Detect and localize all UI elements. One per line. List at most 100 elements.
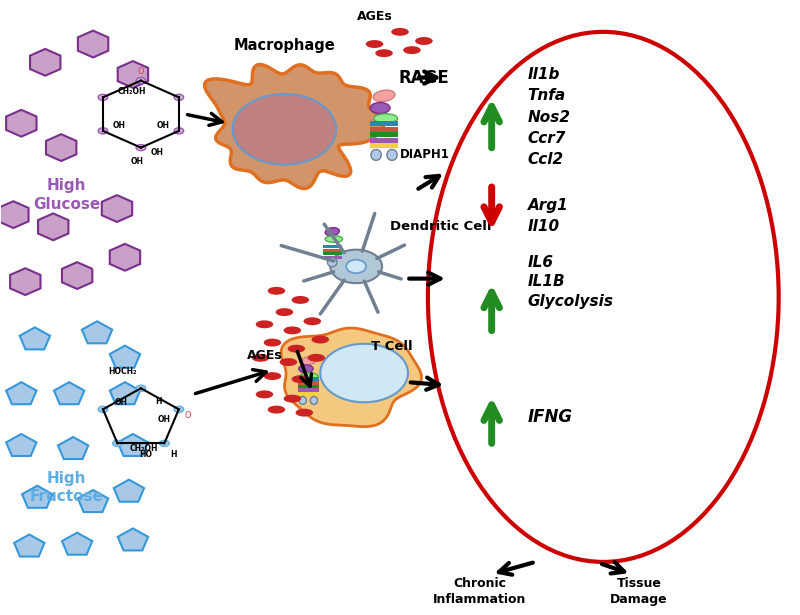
Bar bbox=[298, 378, 318, 381]
Text: HOCH₂: HOCH₂ bbox=[109, 367, 137, 376]
Ellipse shape bbox=[311, 336, 329, 344]
Polygon shape bbox=[54, 382, 84, 404]
Polygon shape bbox=[46, 134, 76, 161]
Ellipse shape bbox=[256, 320, 274, 328]
Text: Tnfa: Tnfa bbox=[527, 89, 566, 103]
Ellipse shape bbox=[280, 358, 297, 366]
Ellipse shape bbox=[371, 149, 382, 161]
Ellipse shape bbox=[325, 236, 342, 242]
Ellipse shape bbox=[284, 327, 301, 335]
Bar bbox=[298, 381, 318, 384]
Polygon shape bbox=[114, 480, 144, 502]
Ellipse shape bbox=[98, 128, 108, 134]
Polygon shape bbox=[118, 528, 148, 550]
Text: OH: OH bbox=[115, 397, 128, 407]
Text: OH: OH bbox=[150, 148, 163, 157]
Polygon shape bbox=[38, 213, 68, 240]
Ellipse shape bbox=[291, 375, 309, 383]
Bar bbox=[322, 248, 342, 252]
Ellipse shape bbox=[325, 228, 339, 236]
Polygon shape bbox=[233, 94, 336, 165]
Polygon shape bbox=[320, 344, 408, 402]
Ellipse shape bbox=[387, 149, 398, 161]
Ellipse shape bbox=[415, 37, 433, 45]
Text: H: H bbox=[170, 450, 178, 459]
Polygon shape bbox=[82, 321, 112, 343]
Ellipse shape bbox=[136, 77, 146, 84]
Text: Ccr7: Ccr7 bbox=[527, 131, 566, 146]
Text: IL6: IL6 bbox=[527, 255, 554, 269]
Text: Ccl2: Ccl2 bbox=[527, 153, 564, 167]
Ellipse shape bbox=[174, 94, 184, 100]
Ellipse shape bbox=[366, 40, 383, 48]
Text: High
Glucose: High Glucose bbox=[33, 178, 100, 212]
Ellipse shape bbox=[301, 357, 316, 365]
Ellipse shape bbox=[299, 397, 306, 405]
Ellipse shape bbox=[252, 354, 270, 362]
Text: OH: OH bbox=[112, 122, 126, 130]
Text: CH₂OH: CH₂OH bbox=[118, 87, 146, 96]
Polygon shape bbox=[78, 490, 108, 512]
Polygon shape bbox=[78, 31, 108, 57]
Polygon shape bbox=[110, 382, 140, 404]
Ellipse shape bbox=[403, 46, 421, 54]
Polygon shape bbox=[0, 201, 29, 228]
Ellipse shape bbox=[391, 28, 409, 36]
Text: Tissue
Damage: Tissue Damage bbox=[610, 577, 668, 606]
Bar bbox=[370, 132, 398, 137]
Polygon shape bbox=[110, 244, 140, 271]
Text: Macrophage: Macrophage bbox=[234, 38, 335, 53]
Polygon shape bbox=[205, 65, 384, 189]
Ellipse shape bbox=[307, 354, 325, 362]
Polygon shape bbox=[62, 533, 92, 555]
Bar bbox=[322, 256, 342, 259]
Ellipse shape bbox=[374, 114, 398, 123]
Ellipse shape bbox=[264, 372, 282, 380]
Bar bbox=[370, 127, 398, 132]
Ellipse shape bbox=[284, 395, 301, 403]
Text: IL1B: IL1B bbox=[527, 274, 565, 289]
Bar bbox=[298, 388, 318, 392]
Ellipse shape bbox=[330, 250, 382, 283]
Ellipse shape bbox=[174, 407, 183, 413]
Polygon shape bbox=[14, 534, 45, 557]
Ellipse shape bbox=[113, 440, 122, 446]
Ellipse shape bbox=[268, 287, 285, 295]
Text: Il1b: Il1b bbox=[527, 67, 560, 82]
Polygon shape bbox=[22, 486, 53, 508]
Text: DIAPH1: DIAPH1 bbox=[400, 148, 450, 161]
Ellipse shape bbox=[298, 365, 313, 373]
Bar bbox=[322, 245, 342, 248]
Text: OH: OH bbox=[157, 122, 170, 130]
Ellipse shape bbox=[300, 373, 318, 379]
Bar bbox=[298, 392, 318, 395]
Text: Glycolysis: Glycolysis bbox=[527, 293, 614, 309]
Ellipse shape bbox=[136, 385, 146, 391]
Polygon shape bbox=[118, 434, 148, 456]
Polygon shape bbox=[20, 327, 50, 349]
Ellipse shape bbox=[310, 397, 318, 405]
Text: IFNG: IFNG bbox=[527, 408, 573, 426]
Ellipse shape bbox=[375, 49, 393, 57]
Polygon shape bbox=[118, 61, 148, 88]
Polygon shape bbox=[58, 437, 88, 459]
Text: O: O bbox=[185, 411, 191, 420]
Text: HO: HO bbox=[139, 450, 152, 459]
Text: Dendritic Cell: Dendritic Cell bbox=[390, 220, 492, 233]
Ellipse shape bbox=[327, 258, 337, 267]
Polygon shape bbox=[6, 382, 37, 404]
Ellipse shape bbox=[268, 406, 285, 413]
Ellipse shape bbox=[346, 260, 366, 273]
Text: OH: OH bbox=[158, 415, 171, 424]
Text: AGEs: AGEs bbox=[357, 10, 392, 23]
Text: H: H bbox=[156, 397, 162, 407]
Ellipse shape bbox=[98, 94, 108, 100]
Text: AGEs: AGEs bbox=[246, 349, 282, 362]
Text: T Cell: T Cell bbox=[370, 340, 412, 354]
Polygon shape bbox=[6, 110, 37, 137]
Text: O: O bbox=[138, 66, 144, 76]
Ellipse shape bbox=[295, 409, 313, 416]
Text: RAGE: RAGE bbox=[398, 68, 449, 87]
Bar bbox=[370, 138, 398, 143]
Polygon shape bbox=[10, 268, 41, 295]
